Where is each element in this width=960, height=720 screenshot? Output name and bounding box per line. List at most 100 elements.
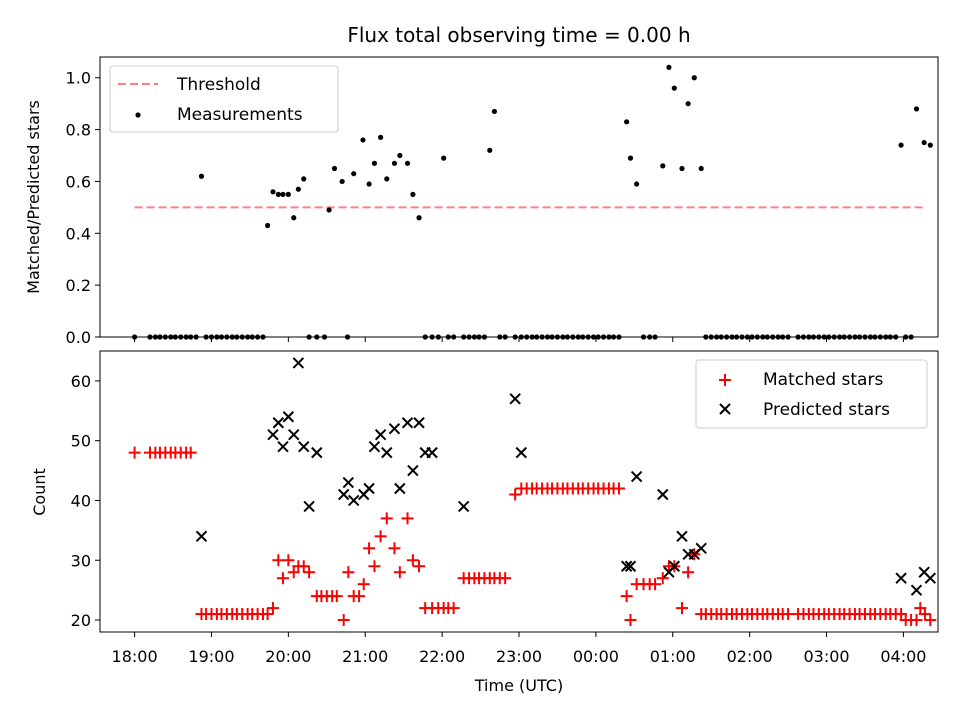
predicted-star-point [509,393,521,405]
top-y-tick-label: 0.0 [66,328,91,347]
legend-measurements-swatch [135,112,141,118]
measurement-point [491,108,497,115]
chart-title: Flux total observing time = 0.00 h [347,23,690,47]
predicted-star-point [311,446,323,459]
measurement-point [339,178,345,185]
measurement-point [270,189,276,195]
measurement-point [295,186,301,192]
predicted-star-point [277,440,289,453]
bottom-x-tick-label: 02:00 [727,647,773,666]
x-axis-label: Time (UTC) [474,676,563,695]
matched-star-point [447,602,460,615]
predicted-star-point [924,572,937,584]
predicted-star-point [457,500,470,513]
measurement-point [378,134,384,140]
predicted-star-point [267,428,279,441]
predicted-star-point [288,428,300,441]
measurement-point [627,155,634,161]
matched-star-point [330,590,343,603]
matched-star-point [675,602,688,615]
measurement-point [666,64,672,70]
bottom-legend-box [695,359,928,429]
matched-star-point [337,614,350,627]
matched-star-point [401,512,414,525]
predicted-star-point [195,530,208,543]
measurement-point [660,163,666,169]
matched-star-point [620,590,633,603]
top-y-tick-label: 1.0 [66,69,91,88]
bottom-axes-frame [99,350,939,633]
measurement-point [624,119,630,125]
panel-bottom: Count Time (UTC) 20 30 40 50 60 18:00 19:00 20… [30,350,939,695]
measurement-point [698,165,704,172]
matched-star-point [282,554,295,567]
predicted-star-point [668,560,681,572]
measurement-point [404,160,411,166]
matched-star-point [380,512,393,525]
bottom-y-ticks: 20 30 40 50 60 [71,372,100,630]
predicted-star-point [363,482,375,495]
predicted-star-point [515,446,528,459]
bottom-y-tick-label: 20 [71,611,91,630]
matched-star-point [353,590,366,603]
matched-star-point [363,542,376,555]
predicted-star-point [630,470,643,483]
predicted-star-point [910,584,923,596]
predicted-star-point [272,417,285,429]
measurement-point [921,139,927,146]
measurement-point [326,207,332,213]
matched-star-point [499,572,512,585]
matched-star-point [413,560,426,573]
matched-star-point [649,578,662,591]
measurement-point [397,152,403,159]
predicted-star-point [695,542,707,555]
legend-measurements-label: Measurements [177,105,303,125]
legend-predicted-swatch [719,403,731,415]
measurement-point [487,147,493,153]
matched-star-point [276,572,289,585]
legend-matched-swatch [719,374,731,386]
measurement-point [360,137,366,143]
matched-star-point [368,560,381,573]
measurement-point [384,176,390,182]
predicted-star-point [624,560,637,572]
matched-star-point [297,560,310,573]
predicted-star-point [394,482,406,495]
measurement-point [634,181,640,187]
bottom-x-tick-label: 01:00 [650,647,696,666]
predicted-star-point [413,417,425,429]
predicted-star-point [620,560,633,572]
predicted-star-point [676,530,688,543]
measurement-point [291,215,297,221]
measurement-point [441,155,447,161]
predicted-star-point [368,440,381,453]
bottom-x-tick-label: 20:00 [265,647,311,666]
predicted-star-point [388,423,401,435]
bottom-x-tick-label: 18:00 [112,647,158,666]
bottom-x-tick-label: 00:00 [573,647,619,666]
predicted-star-point [303,500,315,513]
measurement-point [371,160,378,166]
top-axes-frame [99,56,939,338]
predicted-star-point [338,488,350,501]
measurement-point [391,160,398,166]
measurement-point [416,215,422,221]
legend-predicted-label: Predicted stars [763,400,890,420]
matched-star-point [357,578,370,591]
panel-top: Flux total observing time = 0.00 h Match… [24,23,939,347]
predicted-star-point [657,488,669,501]
measurement-point [913,106,920,112]
predicted-star-point [298,440,310,453]
predicted-star-point [895,572,907,584]
matched-star-point [266,602,279,615]
legend-threshold-label: Threshold [176,75,261,95]
measurement-point [198,173,205,179]
top-y-tick-label: 0.8 [66,121,91,140]
bottom-x-tick-label: 22:00 [419,647,465,666]
matched-star-point [924,614,937,627]
bottom-x-tick-label: 19:00 [188,647,234,666]
bottom-legend: Matched stars Predicted stars [695,359,928,429]
matched-star-point [303,566,316,579]
bottom-x-tick-label: 23:00 [496,647,542,666]
